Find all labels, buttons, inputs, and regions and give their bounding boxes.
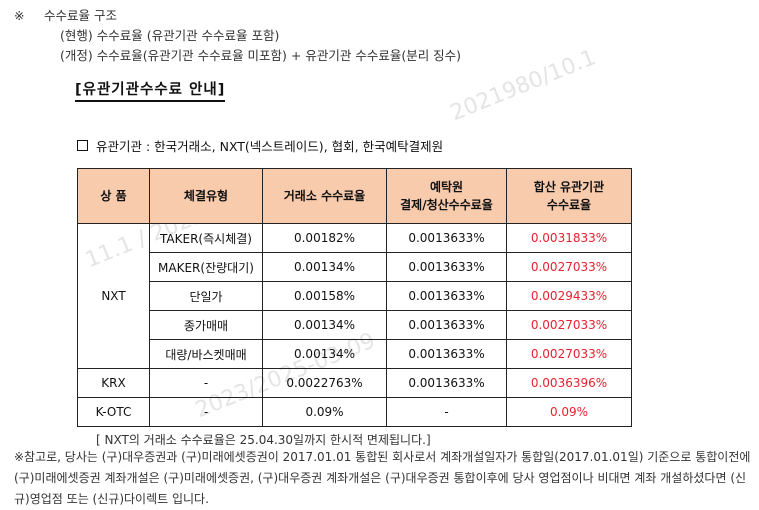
table-row: NXT TAKER(즉시체결) 0.00182% 0.0013633% 0.00…	[77, 223, 632, 369]
ksd-fee: -	[386, 397, 507, 427]
total-fee: 0.0029433%	[506, 281, 632, 311]
table-row: 종가매매 0.00134% 0.0013633% 0.0027033%	[78, 310, 632, 340]
product-nxt: NXT	[77, 223, 150, 369]
header-product: 상 품	[77, 168, 150, 224]
exchange-fee: 0.00134%	[262, 252, 387, 282]
fee-structure-title: ※ 수수료율 구조	[14, 5, 117, 24]
header-type: 체결유형	[149, 168, 263, 224]
exchange-fee: 0.00158%	[262, 281, 387, 311]
total-fee: 0.0027033%	[506, 252, 632, 282]
trade-type: 종가매매	[149, 310, 263, 340]
total-fee: 0.09%	[506, 397, 632, 427]
trade-type: -	[149, 397, 263, 427]
exchange-fee: 0.0022763%	[262, 368, 387, 398]
ksd-fee: 0.0013633%	[386, 310, 507, 340]
table-row: 대량/바스켓매매 0.00134% 0.0013633% 0.0027033%	[78, 339, 632, 369]
related-organizations-text: 유관기관 : 한국거래소, NXT(넥스트레이드), 협회, 한국예탁결제원	[96, 139, 444, 154]
table-header-row: 상 품 체결유형 거래소 수수료율 예탁원 결제/청산수수료율 합산 유관기관 수수…	[77, 168, 632, 224]
ksd-fee: 0.0013633%	[386, 281, 507, 311]
exchange-fee: 0.00134%	[262, 339, 387, 369]
reference-note: ※참고로, 당사는 (구)대우증권과 (구)미래에셋증권이 2017.01.01…	[14, 450, 751, 506]
ksd-fee: 0.0013633%	[386, 339, 507, 369]
header-exchange-fee: 거래소 수수료율	[262, 168, 387, 224]
watermark: 2021980/10.1	[447, 45, 600, 127]
fee-guide-heading: [유관기관수수료 안내]	[75, 78, 226, 102]
total-fee: 0.0031833%	[506, 223, 632, 253]
checkbox-icon	[77, 140, 88, 151]
header-total-fee: 합산 유관기관 수수료율	[506, 168, 632, 224]
total-fee: 0.0027033%	[506, 339, 632, 369]
total-fee: 0.0027033%	[506, 310, 632, 340]
trade-type: -	[149, 368, 263, 398]
total-fee: 0.0036396%	[506, 368, 632, 398]
trade-type: 단일가	[149, 281, 263, 311]
trade-type: TAKER(즉시체결)	[149, 223, 263, 253]
related-organizations: 유관기관 : 한국거래소, NXT(넥스트레이드), 협회, 한국예탁결제원	[77, 136, 443, 155]
fee-structure-title-text: 수수료율 구조	[44, 8, 117, 23]
note-mark: ※	[14, 8, 25, 23]
trade-type: 대량/바스켓매매	[149, 339, 263, 369]
table-row: KRX - 0.0022763% 0.0013633% 0.0036396%	[77, 368, 632, 398]
header-ksd-fee: 예탁원 결제/청산수수료율	[386, 168, 507, 224]
revised-fee-description: (개정) 수수료율(유관기관 수수료율 미포함) + 유관기관 수수료율(분리 …	[60, 48, 462, 63]
exchange-fee: 0.09%	[262, 397, 387, 427]
ksd-fee: 0.0013633%	[386, 223, 507, 253]
ksd-fee: 0.0013633%	[386, 368, 507, 398]
exchange-fee: 0.00182%	[262, 223, 387, 253]
fee-table: 상 품 체결유형 거래소 수수료율 예탁원 결제/청산수수료율 합산 유관기관 수수…	[77, 168, 632, 427]
table-row: K-OTC - 0.09% - 0.09%	[77, 397, 632, 427]
table-row: MAKER(잔량대기) 0.00134% 0.0013633% 0.002703…	[78, 252, 632, 282]
product-kotc: K-OTC	[77, 397, 150, 427]
current-fee-description: (현행) 수수료율 (유관기관 수수료율 포함)	[60, 28, 280, 43]
table-row: 단일가 0.00158% 0.0013633% 0.0029433%	[78, 281, 632, 311]
exchange-fee: 0.00134%	[262, 310, 387, 340]
trade-type: MAKER(잔량대기)	[149, 252, 263, 282]
product-krx: KRX	[77, 368, 150, 398]
nxt-waiver-note: [ NXT의 거래소 수수료율은 25.04.30일까지 한시적 면제됩니다.]	[96, 433, 431, 447]
ksd-fee: 0.0013633%	[386, 252, 507, 282]
